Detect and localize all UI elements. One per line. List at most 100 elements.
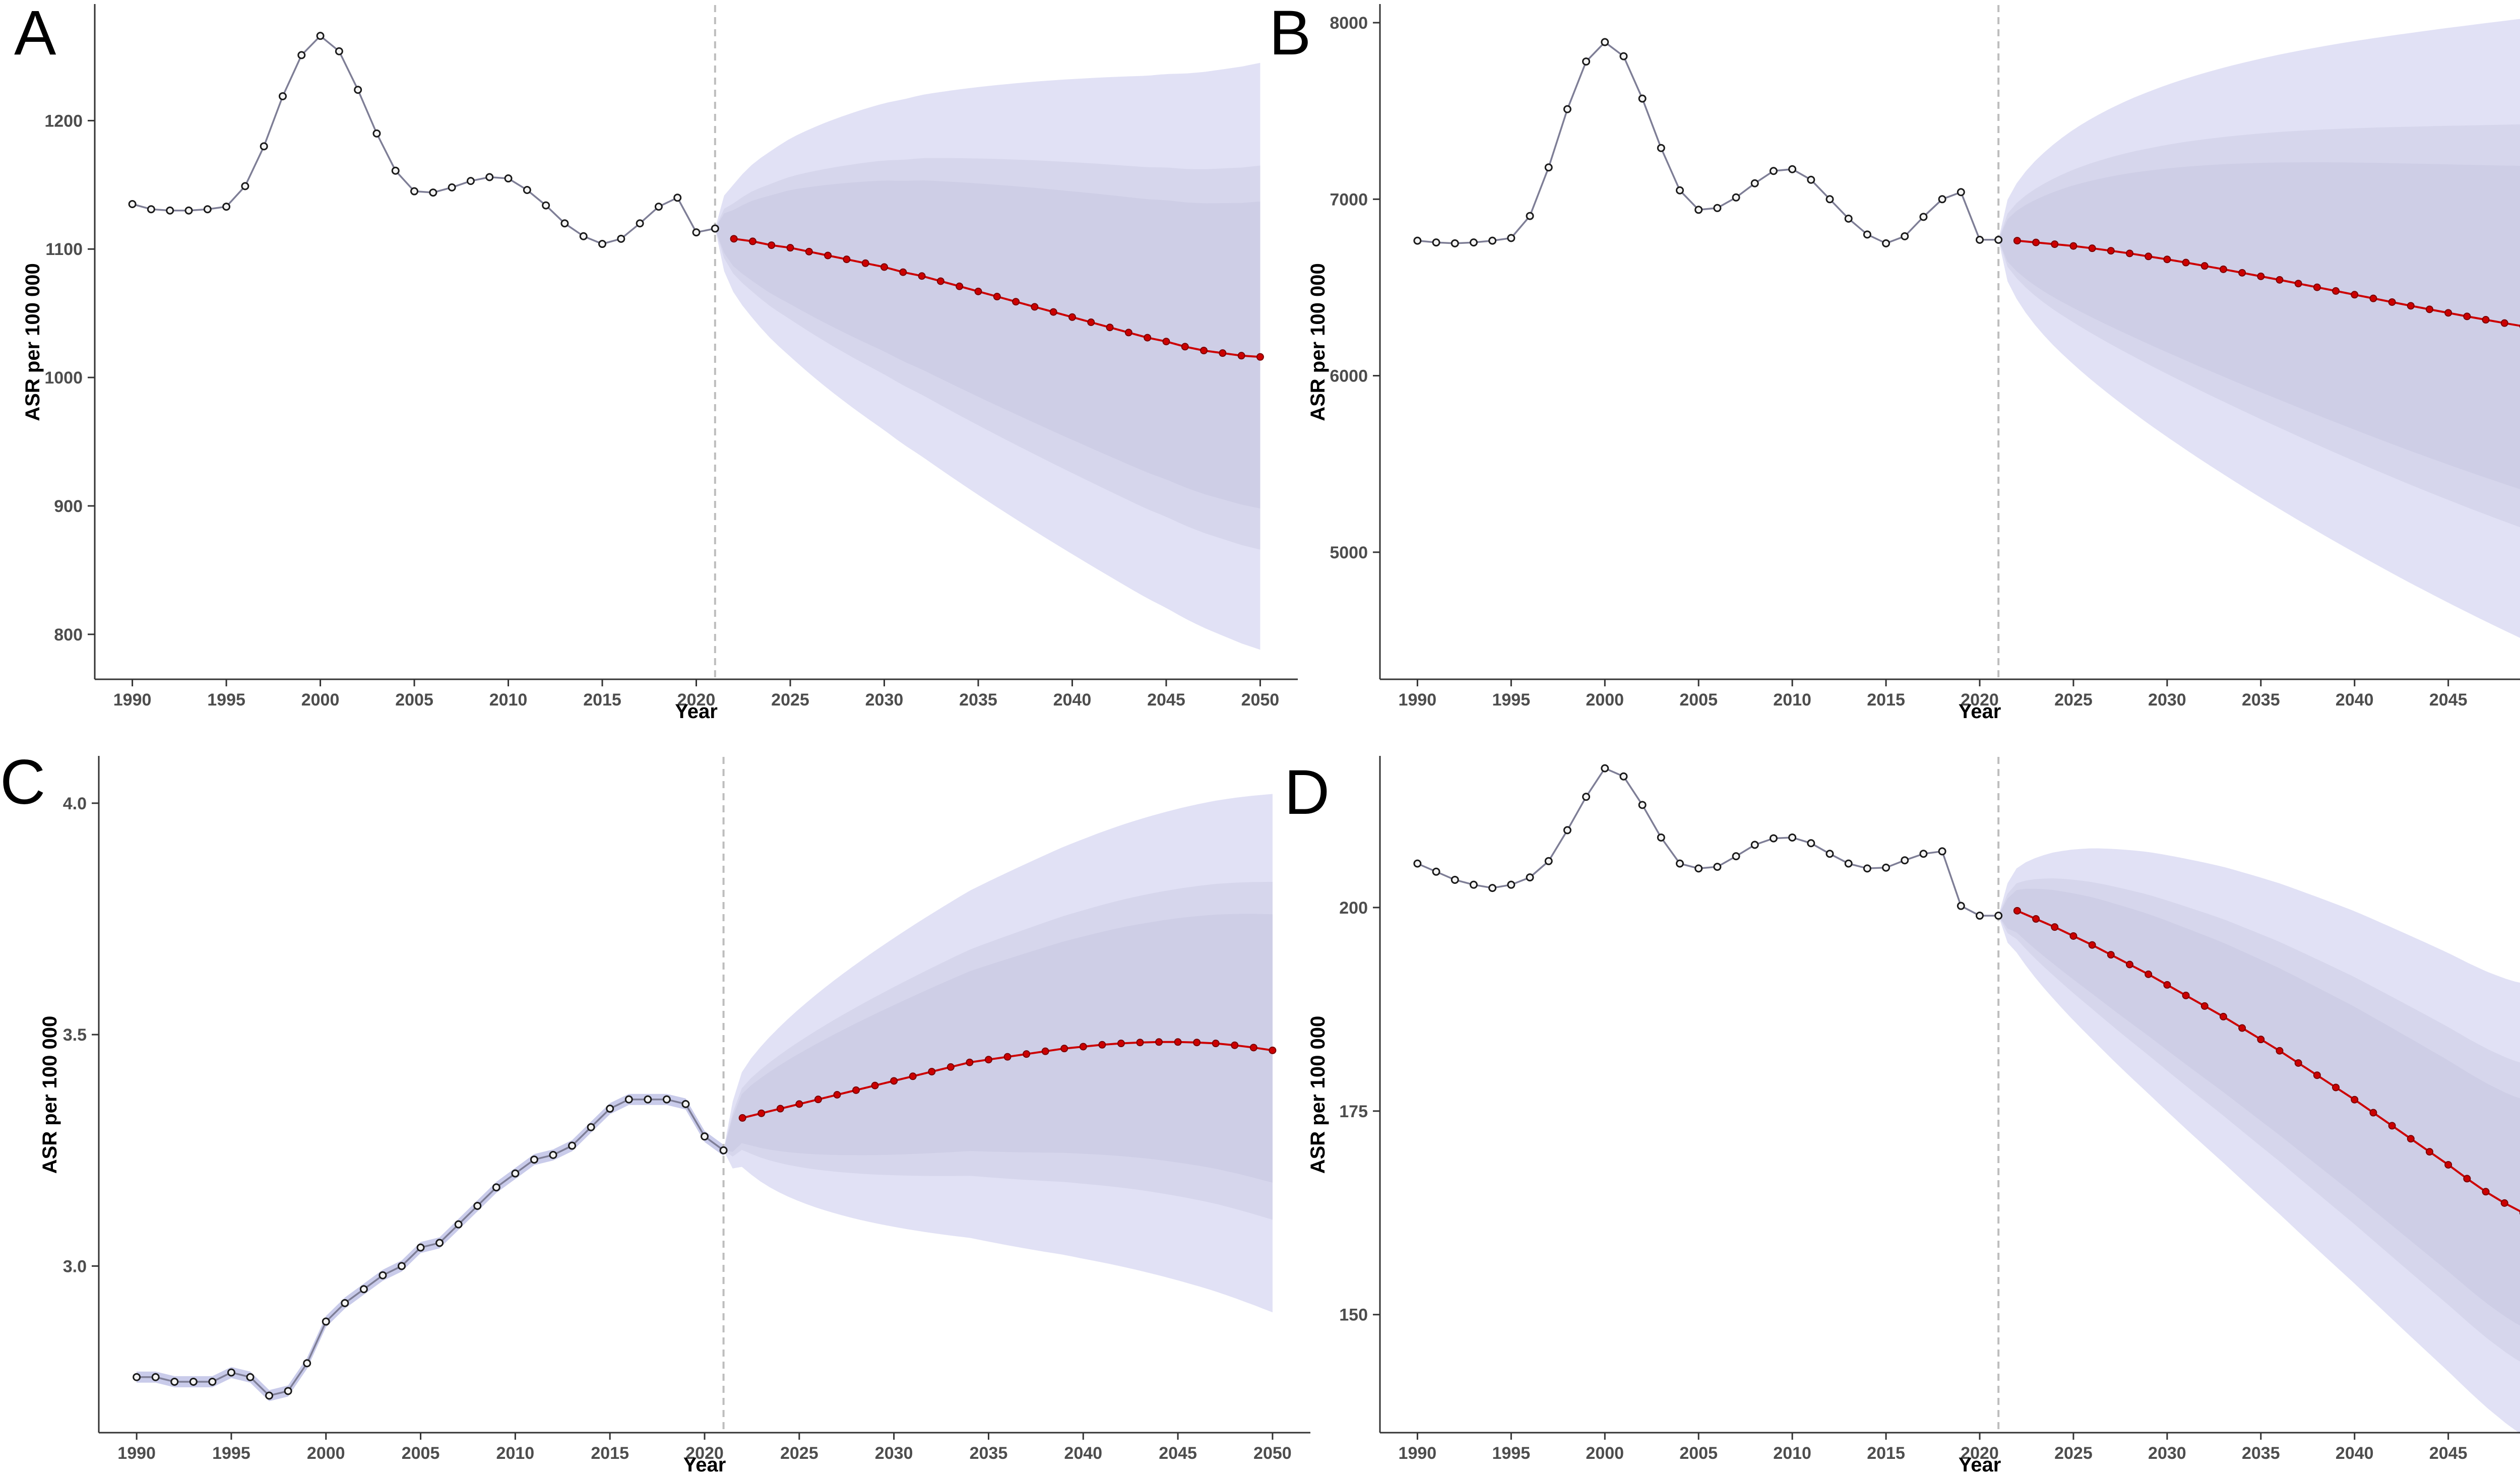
x-tick-label-c-2040: 2040 [1064,1444,1102,1463]
history-point-c-2003 [379,1271,387,1279]
x-tick-label-d-1990: 1990 [1399,1444,1437,1463]
history-point-a-2007 [448,183,456,191]
history-point-a-1998 [278,92,287,100]
forecast-point-a-2035 [974,287,982,295]
forecast-point-a-2047 [1200,347,1208,355]
forecast-point-c-2039 [1060,1045,1068,1053]
panel-d: D 1990 1995 2000 2005 2010 2015 2020 2025 2030 20… [1284,756,2520,1476]
history-point-a-1990 [128,200,137,209]
history-point-c-2021 [719,1146,728,1154]
history-point-c-2009 [492,1183,500,1192]
history-point-d-2013 [1844,859,1853,868]
x-tick-label-a-2040: 2040 [1053,690,1092,710]
history-point-c-1997 [265,1391,274,1400]
x-tick-label-d-2045: 2045 [2429,1444,2468,1463]
history-point-c-1994 [208,1377,217,1386]
forecast-point-d-2023 [2032,915,2040,923]
x-tick-label-d-1995: 1995 [1492,1444,1530,1463]
history-point-b-2020 [1976,235,1984,244]
history-point-c-1998 [284,1387,292,1395]
x-axis-title-d: Year [1959,1454,2001,1476]
forecast-point-d-2043 [2407,1135,2415,1143]
history-point-b-2007 [1732,193,1740,202]
history-point-a-2013 [560,219,569,228]
history-point-a-2003 [372,129,381,138]
forecast-point-d-2040 [2351,1096,2359,1104]
x-tick-label-a-2030: 2030 [865,690,904,710]
history-point-a-2020 [692,228,701,237]
forecast-point-c-2041 [1098,1041,1106,1049]
history-point-c-2000 [322,1317,330,1326]
history-point-c-1991 [151,1373,160,1381]
forecast-point-a-2050 [1256,353,1264,361]
x-tick-label-b-1990: 1990 [1399,690,1437,710]
forecast-point-d-2029 [2145,970,2153,978]
forecast-point-c-2032 [928,1068,936,1076]
forecast-point-b-2038 [2313,283,2321,291]
forecast-point-d-2033 [2219,1012,2227,1020]
forecast-point-d-2022 [2013,907,2021,915]
forecast-point-c-2046 [1193,1039,1201,1047]
x-tick-label-b-2005: 2005 [1679,690,1718,710]
history-point-d-2012 [1825,850,1834,858]
history-point-a-2002 [354,86,362,94]
forecast-point-b-2024 [2051,240,2059,248]
history-point-a-1995 [222,203,231,211]
history-point-c-1995 [227,1368,235,1377]
forecast-point-a-2027 [824,251,832,260]
forecast-point-a-2033 [936,277,944,285]
forecast-point-c-2050 [1269,1046,1277,1054]
history-point-b-2014 [1863,230,1871,239]
panel-b: B 1990 1995 2000 2005 2010 2015 2020 2025 2030 20… [1269,0,2520,723]
forecast-point-a-2029 [861,259,869,267]
history-line-b [1417,41,1999,244]
forecast-point-a-2037 [1012,298,1020,306]
history-point-a-2005 [410,187,419,196]
history-point-d-2009 [1769,834,1778,843]
history-point-b-2017 [1919,213,1928,221]
forecast-point-c-2033 [947,1063,955,1071]
y-tick-label-c-0: 3.0 [63,1257,87,1276]
x-tick-label-d-2040: 2040 [2336,1444,2374,1463]
forecast-point-d-2041 [2369,1109,2377,1117]
history-point-c-2016 [624,1095,633,1104]
forecast-point-c-2024 [776,1105,784,1113]
history-point-d-1992 [1451,875,1459,884]
history-point-a-1992 [166,206,174,215]
forecast-point-d-2035 [2257,1036,2265,1044]
history-point-b-2012 [1825,195,1834,204]
history-point-b-1994 [1488,236,1497,245]
forecast-point-b-2034 [2238,269,2246,277]
forecast-point-b-2023 [2032,238,2040,246]
forecast-point-b-2033 [2219,265,2227,273]
history-point-d-1993 [1469,880,1478,889]
x-tick-label-c-2015: 2015 [591,1444,629,1463]
forecast-point-c-2030 [890,1077,898,1085]
history-point-b-1991 [1432,238,1440,247]
forecast-point-c-2025 [795,1100,803,1108]
forecast-point-d-2042 [2388,1122,2396,1130]
history-point-b-2003 [1657,144,1665,152]
x-tick-label-a-2000: 2000 [301,690,340,710]
history-point-c-2018 [662,1095,671,1104]
forecast-point-d-2031 [2182,991,2190,999]
history-point-d-1999 [1582,793,1591,801]
y-tick-label-c-1: 3.5 [63,1025,87,1045]
history-point-a-2006 [429,188,437,197]
history-point-d-2004 [1676,859,1684,868]
history-point-b-2009 [1769,167,1778,175]
plot-a: 1990 1995 2000 2005 2010 2015 2020 2025 2030 2035… [22,4,1298,723]
x-tick-label-c-2030: 2030 [875,1444,913,1463]
history-point-d-2003 [1657,833,1665,842]
forecast-point-c-2049 [1249,1044,1257,1052]
history-point-b-2018 [1938,195,1946,204]
x-tick-label-c-2025: 2025 [780,1444,818,1463]
history-point-d-2016 [1901,856,1909,865]
x-tick-label-c-2050: 2050 [1253,1444,1292,1463]
y-axis-title-d: ASR per 100 000 [1307,1016,1329,1174]
forecast-point-a-2030 [880,263,888,271]
history-point-b-2016 [1901,232,1909,240]
x-axis-title-c: Year [683,1454,726,1476]
forecast-point-a-2041 [1087,318,1095,326]
history-point-b-1995 [1507,234,1516,242]
